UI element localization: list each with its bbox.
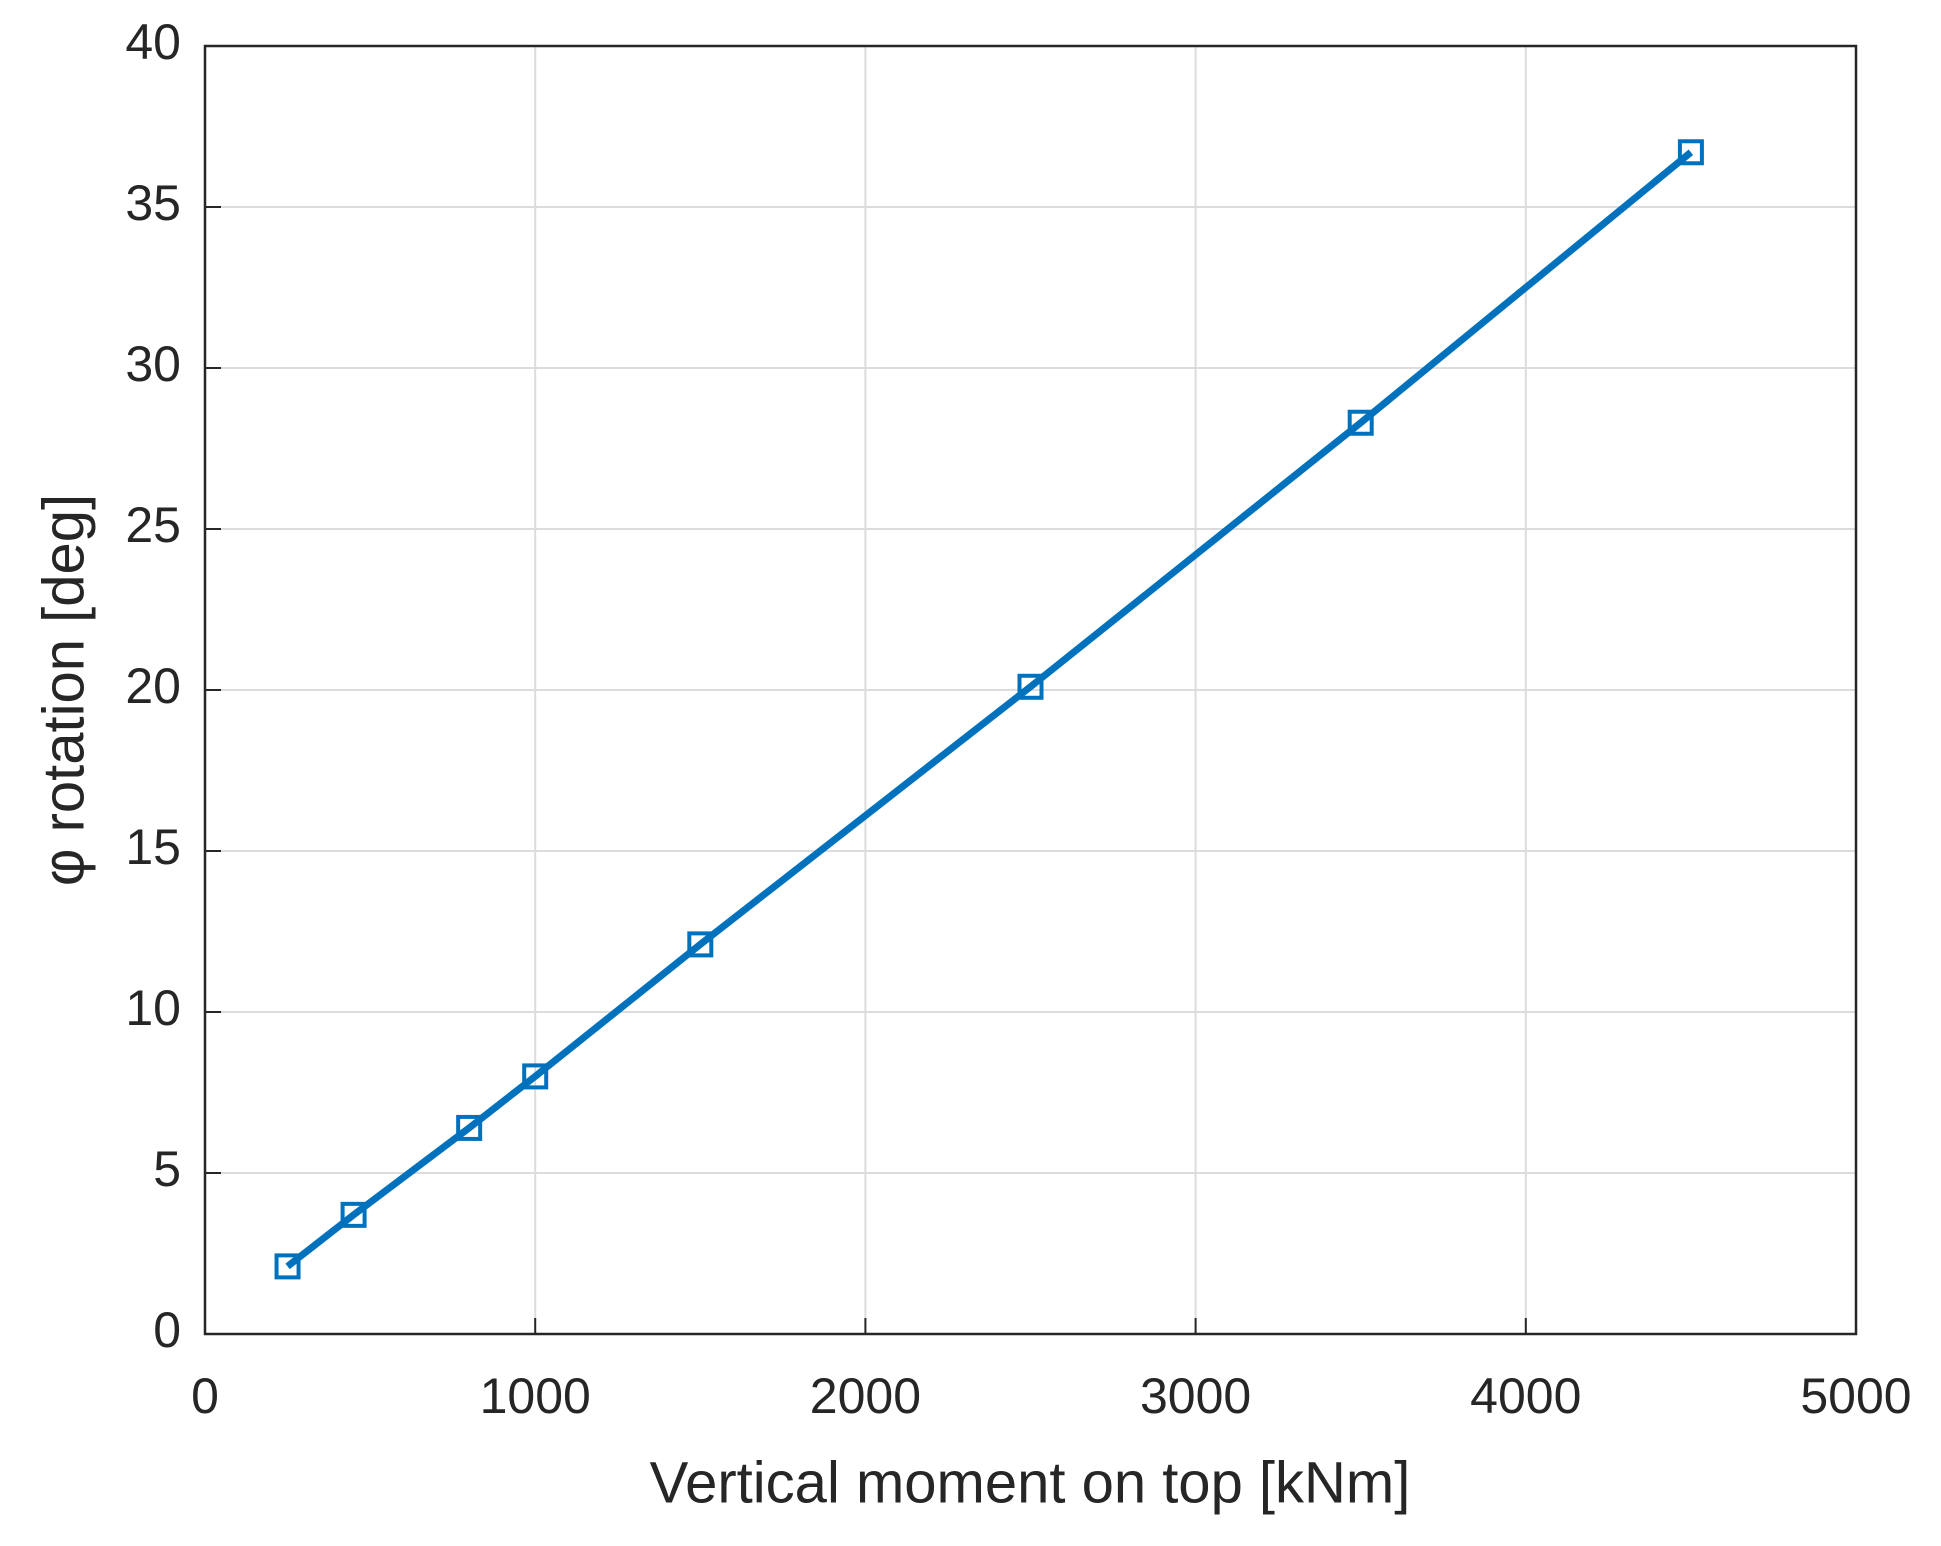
data-marker (1017, 673, 1044, 700)
x-tick-label: 0 (191, 1368, 219, 1424)
x-tick-label: 2000 (810, 1368, 921, 1424)
axes-box (203, 44, 1858, 1336)
data-marker (687, 931, 714, 958)
y-tick-label: 35 (125, 175, 181, 231)
x-tick-label: 4000 (1470, 1368, 1581, 1424)
y-tick-label: 5 (153, 1141, 181, 1197)
x-tick-label: 1000 (480, 1368, 591, 1424)
y-tick-label: 15 (125, 819, 181, 875)
y-tick-label: 25 (125, 497, 181, 553)
data-line (285, 149, 1694, 1270)
data-marker (274, 1253, 301, 1280)
x-tick-label: 3000 (1140, 1368, 1251, 1424)
y-axis-label: φ rotation [deg] (31, 494, 96, 886)
y-tick-label: 0 (153, 1302, 181, 1358)
y-tick-label: 40 (125, 14, 181, 70)
y-tick-label: 30 (125, 336, 181, 392)
data-marker (522, 1063, 549, 1090)
y-tick-label: 20 (125, 658, 181, 714)
y-tick-label: 10 (125, 980, 181, 1036)
data-marker (340, 1201, 367, 1228)
x-tick-label: 5000 (1800, 1368, 1911, 1424)
data-marker (1677, 139, 1704, 166)
data-marker (456, 1114, 483, 1141)
x-axis-label: Vertical moment on top [kNm] (650, 1450, 1411, 1515)
data-marker (1347, 409, 1374, 436)
